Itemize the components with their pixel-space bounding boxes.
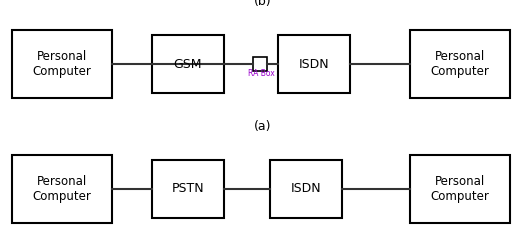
Text: RA Box: RA Box xyxy=(248,69,275,78)
Text: Personal
Computer: Personal Computer xyxy=(33,175,92,203)
Text: GSM: GSM xyxy=(174,58,203,70)
Text: Personal
Computer: Personal Computer xyxy=(431,50,489,78)
Text: Personal
Computer: Personal Computer xyxy=(33,50,92,78)
Text: PSTN: PSTN xyxy=(171,183,204,195)
Bar xyxy=(410,155,510,223)
Bar xyxy=(12,30,112,98)
Bar xyxy=(152,160,224,218)
Text: ISDN: ISDN xyxy=(291,183,321,195)
Bar xyxy=(253,57,267,71)
Bar xyxy=(410,30,510,98)
Text: ISDN: ISDN xyxy=(299,58,329,70)
Bar xyxy=(270,160,342,218)
Bar xyxy=(152,35,224,93)
Text: (b): (b) xyxy=(254,0,272,8)
Bar xyxy=(278,35,350,93)
Bar xyxy=(12,155,112,223)
Text: Personal
Computer: Personal Computer xyxy=(431,175,489,203)
Text: (a): (a) xyxy=(254,120,272,133)
